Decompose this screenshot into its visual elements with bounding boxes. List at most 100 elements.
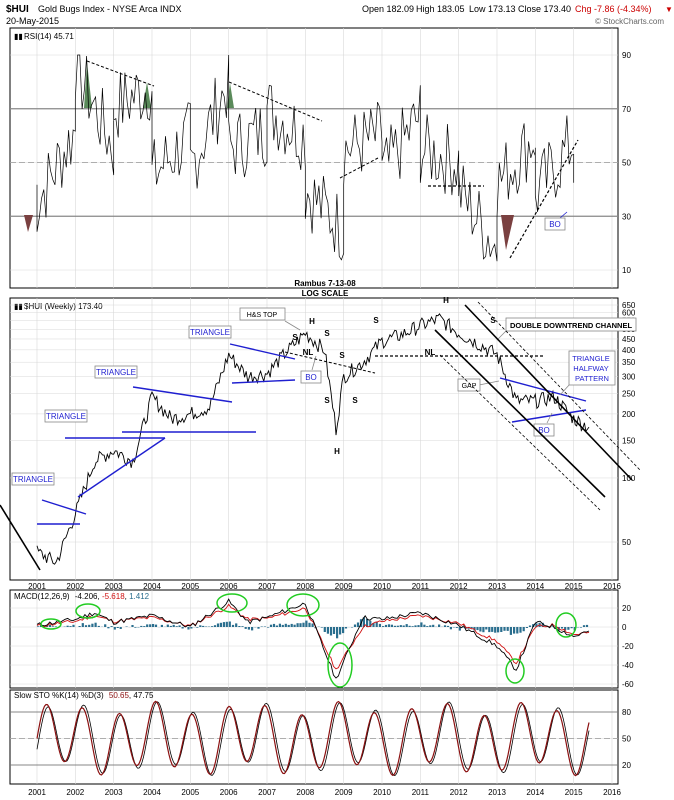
letter-s-2: S bbox=[324, 329, 330, 338]
y-tick-label: 20 bbox=[622, 761, 631, 770]
macd-histogram-bar bbox=[211, 626, 214, 627]
y-tick-label: -60 bbox=[622, 680, 634, 689]
macd-histogram-bar bbox=[247, 627, 250, 630]
macd-histogram-bar bbox=[78, 626, 81, 627]
macd-histogram-bar bbox=[196, 627, 199, 628]
macd-histogram-bar bbox=[125, 626, 128, 627]
macd-histogram-bar bbox=[296, 623, 299, 627]
rsi-label: RSI(14) 45.71 bbox=[24, 32, 74, 41]
macd-histogram-bar bbox=[225, 621, 228, 627]
x-axis-years-lower: 2001 2002 2003 2004 2005 2006 2007 2008 2009 2010… bbox=[28, 788, 621, 797]
y-tick-label: 600 bbox=[622, 308, 636, 317]
macd-histogram-bar bbox=[149, 624, 152, 627]
letter-nl-1: NL bbox=[425, 348, 436, 357]
macd-histogram-bar bbox=[372, 623, 375, 627]
macd-histogram-bar bbox=[432, 624, 435, 627]
macd-histogram-bar bbox=[494, 627, 497, 633]
triangle-lines bbox=[37, 343, 587, 525]
x-tick-label: 2009 bbox=[335, 582, 353, 591]
macd-histogram-bar bbox=[116, 627, 119, 628]
x-axis-years-upper: 2001 2002 2003 2004 2005 2006 2007 2008 2009 2010… bbox=[28, 582, 621, 591]
macd-histogram-bar bbox=[51, 626, 54, 627]
macd-histogram-bar bbox=[244, 627, 247, 629]
macd-histogram-bar bbox=[172, 624, 175, 627]
x-tick-label: 2012 bbox=[450, 788, 468, 797]
sto-panel: Slow STO %K(14) %D(3) 50.65, 47.75 80 50 2… bbox=[10, 691, 631, 777]
y-tick-label: -40 bbox=[622, 661, 634, 670]
macd-histogram-bar bbox=[269, 624, 273, 627]
macd-histogram-bar bbox=[88, 624, 91, 627]
double-channel-box: DOUBLE DOWNTREND CHANNEL bbox=[496, 317, 637, 341]
x-tick-label: 2005 bbox=[181, 582, 199, 591]
macd-histogram-bar bbox=[551, 626, 554, 627]
triangle-box-2: TRIANGLE bbox=[44, 409, 88, 423]
open-value: Open 182.09 bbox=[362, 4, 414, 14]
rsi-guide-lines bbox=[10, 108, 618, 217]
rsi-overbought-fill-3 bbox=[227, 83, 234, 108]
letter-nl-2: NL bbox=[303, 348, 314, 357]
macd-histogram-bar bbox=[299, 623, 302, 627]
x-tick-label: 2007 bbox=[258, 788, 276, 797]
rsi-trendline-5 bbox=[509, 139, 579, 259]
macd-histogram-bar bbox=[438, 624, 441, 627]
macd-histogram-bar bbox=[54, 626, 57, 627]
macd-histogram-bar bbox=[326, 627, 329, 634]
y-tick-label: 200 bbox=[622, 410, 636, 419]
macd-histogram-bar bbox=[272, 623, 276, 627]
macd-histogram-bar bbox=[94, 622, 97, 627]
macd-histogram-bar bbox=[420, 622, 423, 627]
y-tick-label: 10 bbox=[622, 266, 631, 275]
x-tick-label: 2009 bbox=[335, 788, 353, 797]
macd-histogram-bar bbox=[522, 627, 525, 632]
y-tick-label: 70 bbox=[622, 105, 631, 114]
x-tick-label: 2003 bbox=[105, 788, 123, 797]
letter-h-3: H bbox=[443, 296, 449, 305]
macd-histogram-bar bbox=[414, 625, 417, 627]
macd-histogram-bar bbox=[528, 625, 532, 627]
price-chart-icon: ▮▮ bbox=[14, 302, 23, 311]
macd-histogram-bar bbox=[251, 627, 254, 631]
price-title-line1: Rambus 7-13-08 bbox=[294, 279, 356, 288]
gap-label: GAP bbox=[462, 383, 477, 390]
macd-histogram-bar bbox=[131, 625, 134, 627]
macd-histogram-bar bbox=[393, 625, 396, 627]
neckline-2008 bbox=[284, 351, 376, 374]
macd-histogram-bar bbox=[199, 625, 202, 627]
macd-histogram-bar bbox=[107, 627, 110, 629]
letter-s-7: S bbox=[339, 351, 345, 360]
macd-histogram-bar bbox=[449, 627, 452, 630]
macd-histogram-bar bbox=[287, 624, 290, 627]
macd-histogram-bar bbox=[497, 627, 500, 633]
x-tick-label: 2015 bbox=[565, 788, 583, 797]
macd-histogram-bar bbox=[356, 622, 360, 627]
x-tick-label: 2014 bbox=[526, 788, 544, 797]
rsi-bo-box: BO bbox=[544, 211, 568, 231]
macd-histogram-bar bbox=[426, 626, 429, 627]
halfway-pattern-box: TRIANGLE HALFWAY PATTERN bbox=[559, 350, 616, 396]
x-tick-label: 2002 bbox=[66, 788, 84, 797]
macd-histogram-bar bbox=[570, 627, 573, 629]
macd-histogram-bar bbox=[260, 626, 263, 627]
macd-histogram-bar bbox=[476, 627, 479, 631]
macd-histogram-bar bbox=[143, 626, 146, 627]
macd-histogram-bar bbox=[72, 624, 75, 627]
y-tick-label: 150 bbox=[622, 436, 636, 445]
macd-histogram-bar bbox=[417, 625, 420, 627]
high-value: High 183.05 bbox=[416, 4, 465, 14]
triangle-label-2: TRIANGLE bbox=[46, 412, 86, 421]
chart-header: $HUI Gold Bugs Index - NYSE Arca INDX 20… bbox=[6, 4, 673, 26]
x-tick-label: 2010 bbox=[373, 788, 391, 797]
sto-axis-ticks: 80 50 20 bbox=[10, 708, 631, 770]
macd-highlight-circles bbox=[40, 593, 577, 688]
triangle-label-4: TRIANGLE bbox=[190, 328, 230, 337]
x-tick-label: 2002 bbox=[66, 582, 84, 591]
macd-histogram-bar bbox=[311, 623, 314, 627]
macd-histogram-bar bbox=[278, 623, 281, 627]
y-tick-label: 30 bbox=[622, 212, 631, 221]
rsi-bo-label: BO bbox=[549, 220, 561, 229]
x-tick-label: 2016 bbox=[603, 582, 621, 591]
triangle-box-4: TRIANGLE bbox=[188, 325, 232, 339]
x-tick-label: 2013 bbox=[488, 582, 506, 591]
macd-histogram-bar bbox=[329, 627, 333, 636]
